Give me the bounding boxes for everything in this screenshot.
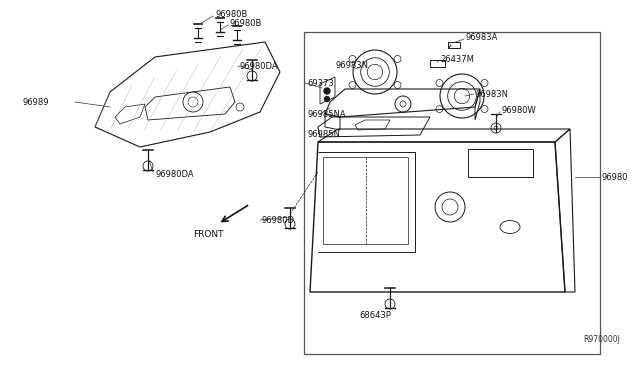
Text: 96989: 96989 <box>22 97 49 106</box>
Text: R970000J: R970000J <box>583 335 620 344</box>
Text: 96980B: 96980B <box>215 10 248 19</box>
Text: 96983N: 96983N <box>336 61 369 70</box>
Bar <box>304 32 600 354</box>
Text: 96980: 96980 <box>602 173 628 182</box>
Text: 96980B: 96980B <box>230 19 262 28</box>
Circle shape <box>324 96 330 102</box>
Text: 96980DA: 96980DA <box>240 61 278 71</box>
Circle shape <box>324 88 330 94</box>
Text: 69373: 69373 <box>307 78 333 87</box>
Text: 96980W: 96980W <box>502 106 537 115</box>
Text: 26437M: 26437M <box>440 55 474 64</box>
Text: 96983A: 96983A <box>466 32 499 42</box>
Text: 96980DA: 96980DA <box>155 170 194 179</box>
Text: 96985NA: 96985NA <box>308 109 347 119</box>
Text: 96983N: 96983N <box>476 90 509 99</box>
Text: 96980D: 96980D <box>262 215 295 224</box>
Text: FRONT: FRONT <box>193 230 223 238</box>
Text: 68643P: 68643P <box>359 311 391 320</box>
Bar <box>468 149 533 177</box>
Text: 96985N: 96985N <box>308 129 341 138</box>
